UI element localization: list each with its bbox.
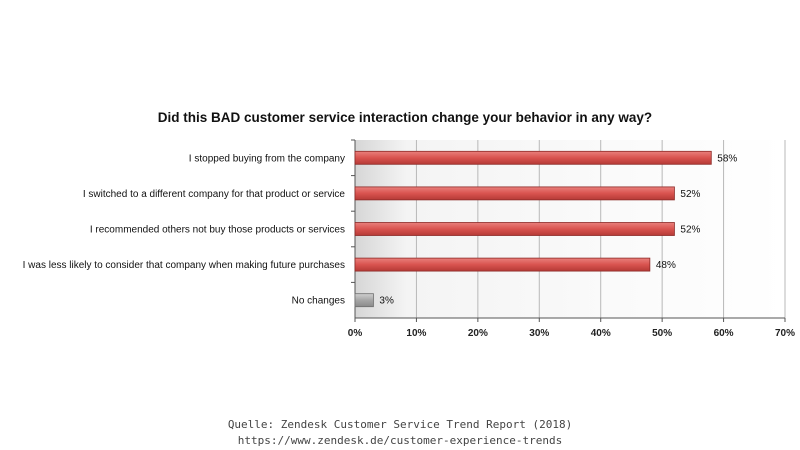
- chart-title: Did this BAD customer service interactio…: [158, 110, 652, 125]
- category-label: I switched to a different company for th…: [83, 189, 346, 200]
- x-tick-label: 30%: [529, 328, 549, 339]
- data-label: 52%: [680, 225, 700, 236]
- category-label: I was less likely to consider that compa…: [23, 260, 345, 271]
- source-citation: Quelle: Zendesk Customer Service Trend R…: [227, 418, 573, 431]
- category-label: I recommended others not buy those produ…: [90, 225, 345, 236]
- category-label: I stopped buying from the company: [189, 153, 345, 164]
- x-tick-label: 60%: [714, 328, 734, 339]
- data-label: 52%: [680, 189, 700, 200]
- bar: [354, 257, 651, 272]
- bar: [354, 150, 712, 165]
- category-label: No changes: [292, 296, 345, 307]
- bar: [354, 186, 675, 201]
- data-label: 3%: [379, 296, 394, 307]
- x-tick-label: 50%: [652, 328, 672, 339]
- source-url: https://www.zendesk.de/customer-experien…: [237, 434, 563, 447]
- data-label: 48%: [656, 260, 676, 271]
- bar: [354, 222, 675, 236]
- x-tick-label: 20%: [468, 328, 488, 339]
- x-tick-label: 0%: [348, 328, 363, 339]
- x-tick-label: 40%: [591, 328, 611, 339]
- data-label: 58%: [717, 153, 737, 164]
- x-tick-label: 10%: [406, 328, 426, 339]
- x-tick-label: 70%: [775, 328, 795, 339]
- bar: [354, 293, 374, 308]
